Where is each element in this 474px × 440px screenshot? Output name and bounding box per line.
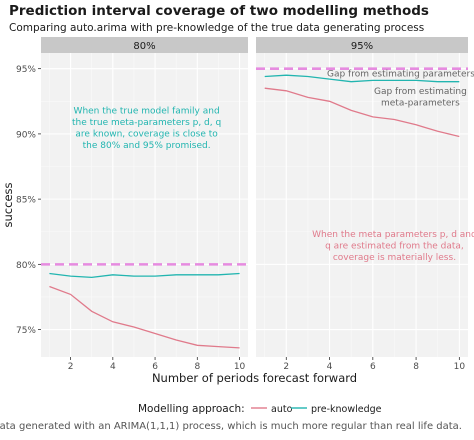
facet-strip (41, 37, 248, 53)
x-tick-label: 2 (68, 362, 74, 372)
series-line-auto (264, 87, 460, 138)
chart-title: Prediction interval coverage of two mode… (9, 3, 429, 19)
y-tick-label: 75% (16, 326, 36, 336)
x-axis-title: Number of periods forecast forward (152, 371, 357, 385)
y-tick-label: 90% (16, 130, 36, 140)
annotation-text: the true meta-parameters p, d, q (72, 118, 221, 128)
y-tick-label: 80% (16, 261, 36, 271)
panel-background (256, 53, 468, 357)
y-tick-label: 95% (16, 65, 36, 75)
series-line-pre-knowledge (49, 272, 240, 279)
x-tick-label: 10 (234, 362, 246, 372)
chart-subtitle: Comparing auto.arima with pre-knowledge … (9, 22, 425, 34)
annotation-text: coverage is materially less. (333, 253, 456, 263)
facet-strip-label: 95% (351, 41, 373, 52)
annotation-text: the 80% and 95% promised. (83, 141, 211, 151)
x-tick-label: 8 (413, 362, 419, 372)
series-line-auto (49, 285, 240, 349)
chart-caption: Data generated with an ARIMA(1,1,1) proc… (0, 421, 462, 432)
x-tick-label: 8 (194, 362, 200, 372)
x-tick-label: 6 (370, 362, 376, 372)
legend-title: Modelling approach: (138, 403, 245, 415)
facet-strip (256, 37, 468, 53)
legend-label-auto: auto (271, 404, 293, 415)
x-tick-label: 4 (327, 362, 333, 372)
annotation-text: meta-parameters (381, 98, 460, 108)
y-axis-title: success (1, 183, 15, 228)
series-line-pre-knowledge (264, 74, 460, 83)
annotation-text: Gap from estimating (374, 87, 467, 97)
legend-label-pre-knowledge: pre-knowledge (311, 404, 382, 415)
facet-strip-label: 80% (133, 41, 155, 52)
y-tick-label: 85% (16, 196, 36, 206)
annotation-text: Gap from estimating parameters (327, 70, 474, 80)
annotation-text: When the true model family and (74, 107, 220, 117)
panel-background (41, 53, 248, 357)
x-tick-label: 4 (110, 362, 116, 372)
x-tick-label: 10 (454, 362, 466, 372)
annotation-text: are known, coverage is close to (75, 130, 218, 140)
annotation-text: q are estimated from the data, (325, 241, 464, 251)
x-tick-label: 2 (283, 362, 289, 372)
annotation-text: When the meta parameters p, d and (312, 230, 474, 240)
x-tick-label: 6 (152, 362, 158, 372)
